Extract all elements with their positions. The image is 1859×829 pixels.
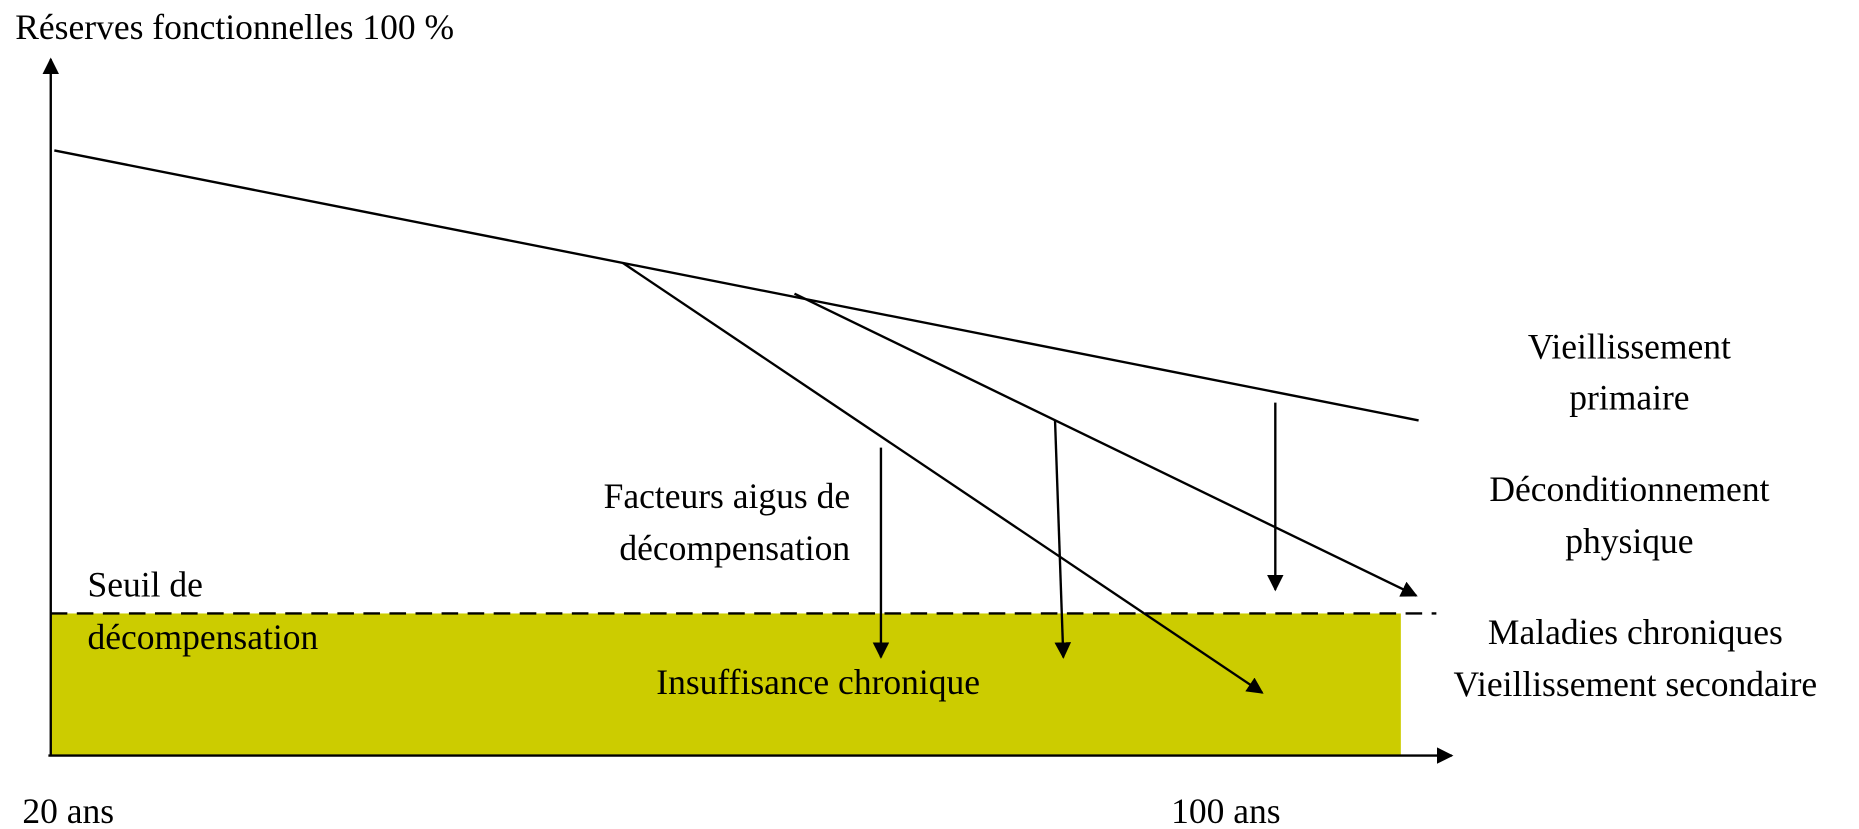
curve-label: primaire <box>1569 378 1689 418</box>
curve-label: Déconditionnement <box>1489 469 1769 509</box>
y-axis-label: Réserves fonctionnelles 100 % <box>15 7 454 47</box>
curve-label: Vieillissement <box>1528 327 1731 367</box>
threshold-label: Seuil de <box>87 565 202 605</box>
acute-arrow <box>1053 420 1072 659</box>
acute-factors-label: Facteurs aigus de <box>604 476 851 516</box>
acute-factors-label: décompensation <box>619 528 850 568</box>
curve-label: physique <box>1565 521 1693 561</box>
x-start-label: 20 ans <box>22 791 114 829</box>
chronic-disease-line <box>622 261 1264 694</box>
zone-label: Insuffisance chronique <box>656 662 980 702</box>
primary-aging-line <box>54 149 1419 422</box>
chronic-zone <box>50 613 1401 756</box>
x-end-label: 100 ans <box>1171 791 1281 829</box>
deconditioning-line <box>793 292 1418 597</box>
curve-label: Vieillissement secondaire <box>1453 664 1817 704</box>
threshold-label: décompensation <box>87 617 318 657</box>
curve-label: Maladies chroniques <box>1488 612 1783 652</box>
